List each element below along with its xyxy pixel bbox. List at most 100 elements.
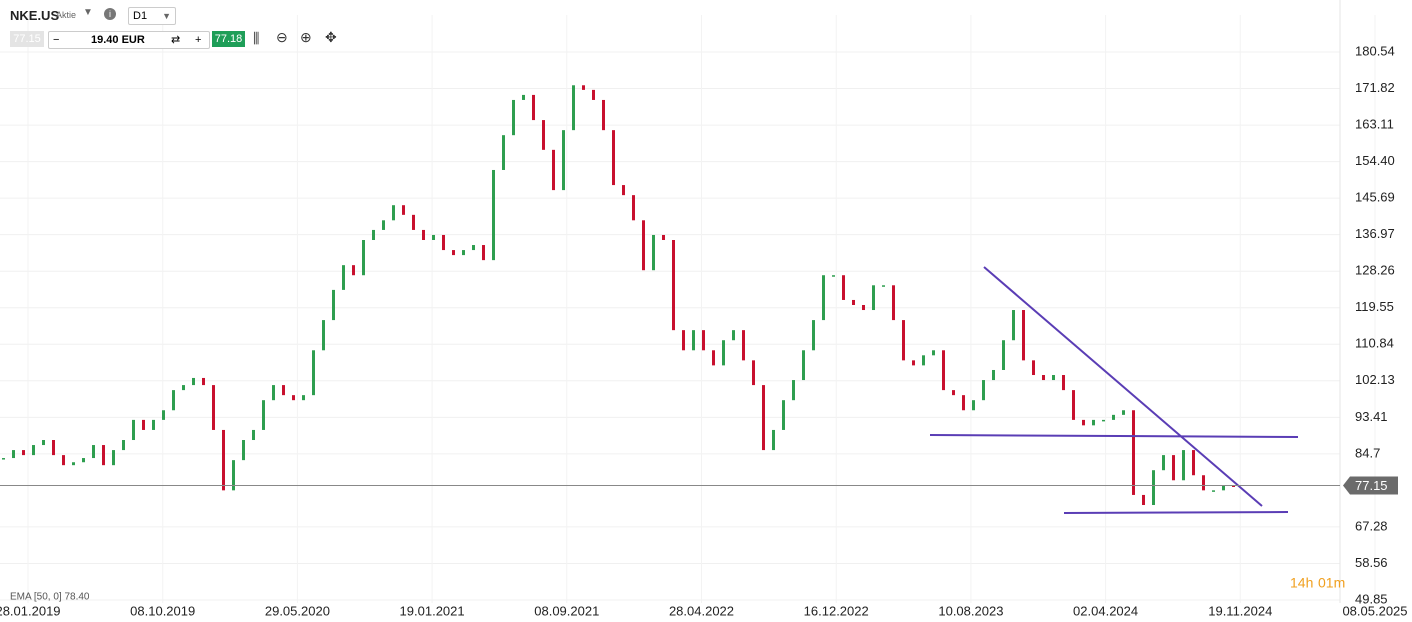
candle-body [402,205,405,215]
countdown-minutes: 01m [1318,575,1345,591]
candle-body [182,385,185,391]
candle-body [282,385,285,396]
candle-body [982,380,985,401]
candle-body [212,385,215,430]
candle-body [1162,455,1165,471]
candle-body [1212,490,1215,492]
candle-body [512,99,515,136]
symbol[interactable]: NKE.US [10,8,60,23]
candle-body [1182,450,1185,481]
y-tick-label: 110.84 [1355,336,1394,351]
lower-support-line [1063,511,1289,514]
x-tick-label: 08.10.2019 [130,603,195,618]
y-tick-label: 102.13 [1355,372,1395,387]
candle-body [832,275,835,277]
zoom-in-button[interactable]: ⊕ [300,29,312,45]
x-tick-label: 19.01.2021 [400,603,465,618]
candle-body [802,350,805,381]
swap-button[interactable]: ⇄ [171,34,181,46]
x-tick-label: 10.08.2023 [938,603,1003,618]
candle-body [622,185,625,196]
candle-body [592,89,595,100]
candle-body [232,460,235,491]
y-tick-label: 154.40 [1355,153,1395,168]
candle-body [1022,310,1025,361]
candle-body [1232,485,1235,487]
zoom-out-button[interactable]: ⊖ [276,29,288,45]
candle-body [972,400,975,411]
candle-body [752,360,755,386]
candle-body [862,304,865,311]
candle-body [1142,494,1145,506]
candle-body [1092,419,1095,426]
timeframe-select[interactable]: D1 ▼ [128,7,176,25]
volume: 19.40 EUR [91,34,145,46]
last-price-label: 77.15 [1355,478,1388,493]
plus-button[interactable]: + [195,34,202,46]
candle-body [702,330,705,351]
candle-body [412,214,415,230]
pan-button[interactable]: ✥ [325,29,337,45]
candle-body [252,429,255,441]
ask-button[interactable]: 77.18 [212,31,245,47]
candle-body [242,440,245,461]
symbol-dropdown[interactable]: ▼ [83,7,93,18]
info-icon[interactable]: i [104,8,116,20]
candle-body [162,410,165,420]
candle-body [502,135,505,170]
y-tick-label: 49.85 [1355,591,1388,606]
candle-body [552,149,555,191]
candle-body [612,130,615,186]
candle-body [302,395,305,401]
candle-body [782,400,785,430]
candle-body [912,360,915,366]
candle-body [902,320,905,361]
candle-body [722,340,725,366]
x-tick-label: 19.11.2024 [1208,603,1272,618]
candle-body [102,445,105,466]
candle-body [472,245,475,251]
candle-body [672,240,675,331]
y-tick-label: 58.56 [1355,555,1388,570]
candle-body [732,330,735,341]
candle-body [482,245,485,261]
y-tick-label: 180.54 [1355,43,1395,58]
chart-type-button[interactable]: ⫼ [253,30,260,46]
candle-body [342,265,345,290]
bid-button[interactable]: 77.15 [10,31,44,47]
candle-body [1152,470,1155,506]
candle-body [562,130,565,191]
candle-body [992,369,995,381]
indicator-label: EMA [50, 0] 78.40 [10,592,90,603]
x-tick-label: 02.04.2024 [1073,603,1138,618]
candle-body [642,220,645,271]
y-tick-label: 84.7 [1355,445,1380,460]
candle-body [262,400,265,430]
candle-body [142,419,145,430]
y-tick-label: 163.11 [1355,117,1394,132]
candle-body [1082,419,1085,426]
candle-body [532,94,535,121]
support-line [929,434,1299,438]
candle-body [1102,419,1105,422]
candle-body [892,285,895,321]
candle-body [292,395,295,401]
candle-body [882,285,885,287]
candle-body [192,377,195,386]
candle-body [822,275,825,321]
candle-body [1032,360,1035,376]
y-tick-label: 67.28 [1355,518,1388,533]
minus-button[interactable]: − [53,34,60,46]
trendlines [929,266,1299,514]
x-tick-label: 08.09.2021 [534,603,599,618]
candle-body [812,320,815,351]
candle-body [362,240,365,276]
timeframe: D1 [133,10,148,22]
candle-body [1002,340,1005,370]
candle-body [1122,410,1125,415]
instrument-kind: Aktie [56,10,77,20]
candle-body [682,330,685,351]
candle-body [2,458,5,460]
candle-body [842,275,845,300]
